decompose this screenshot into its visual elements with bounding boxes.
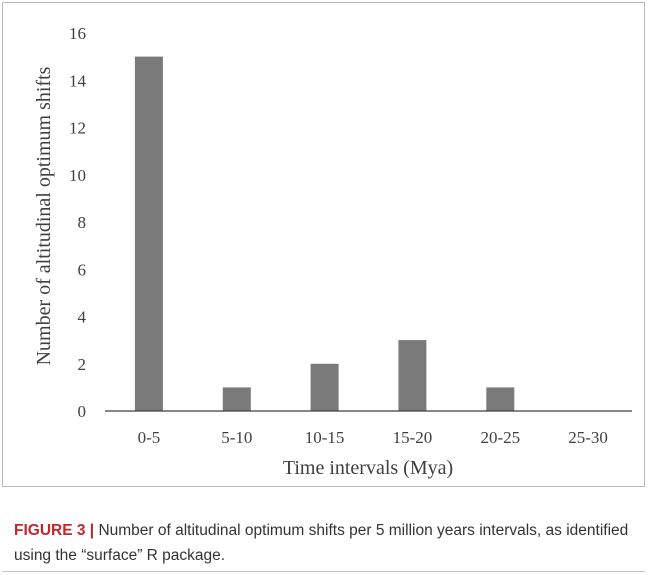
- y-tick-label: 2: [78, 355, 87, 374]
- bar-15-20: [398, 340, 427, 411]
- x-axis-title: Time intervals (Mya): [283, 457, 453, 479]
- x-tick-label: 0-5: [138, 428, 161, 447]
- y-tick-label: 6: [78, 260, 87, 279]
- y-tick-label: 16: [69, 24, 86, 43]
- x-tick-labels: 0-5 5-10 10-15 15-20 20-25 25-30: [138, 428, 608, 447]
- divider: [2, 571, 645, 572]
- bar-chart: 0 2 4 6 8 10 12 14 16 0-5 5-10 10-15 15-20 20-25 25-3…: [33, 24, 632, 479]
- bar-0-5: [134, 56, 163, 411]
- y-tick-label: 14: [69, 71, 87, 90]
- x-tick-label: 15-20: [393, 428, 433, 447]
- figure-caption: FIGURE 3 | Number of altitudinal optimum…: [14, 518, 639, 568]
- bar-10-15: [310, 363, 339, 412]
- x-tick-label: 20-25: [480, 428, 520, 447]
- y-tick-label: 12: [69, 119, 86, 138]
- bar-20-25: [486, 387, 515, 411]
- caption-text: Number of altitudinal optimum shifts per…: [14, 522, 629, 564]
- y-tick-labels: 0 2 4 6 8 10 12 14 16: [69, 24, 87, 421]
- x-tick-label: 10-15: [305, 428, 345, 447]
- y-axis-title: Number of altitudinal optimum shifts: [33, 66, 55, 365]
- bar-5-10: [222, 387, 251, 411]
- chart-frame: [2, 2, 645, 487]
- y-tick-label: 10: [69, 166, 86, 185]
- bars-layer: [134, 56, 515, 412]
- x-tick-label: 5-10: [221, 428, 252, 447]
- y-tick-label: 8: [78, 213, 87, 232]
- x-tick-label: 25-30: [568, 428, 608, 447]
- figure-label: FIGURE 3 |: [14, 522, 95, 539]
- y-tick-label: 4: [78, 308, 87, 327]
- y-tick-label: 0: [78, 402, 87, 421]
